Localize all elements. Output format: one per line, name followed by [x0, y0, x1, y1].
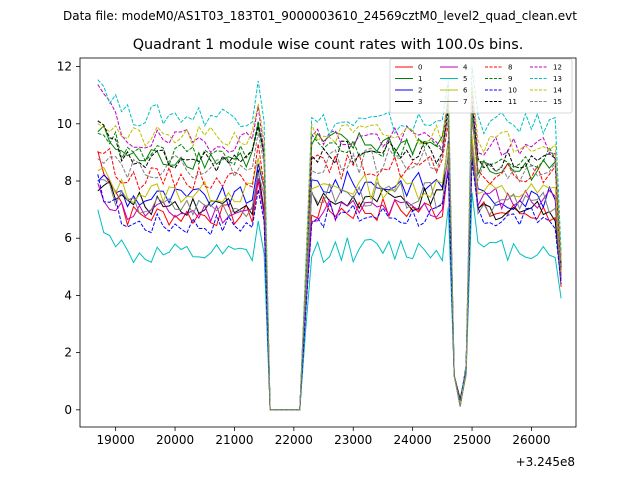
x-offset-label: +3.245e8	[516, 455, 575, 469]
x-tick-label: 21000	[215, 433, 253, 447]
legend-label-8: 8	[508, 64, 512, 72]
y-tick-label: 12	[57, 60, 72, 74]
series-line-11	[97, 103, 562, 411]
series-line-14	[97, 83, 562, 411]
series-line-1	[97, 100, 562, 411]
chart-title: Quadrant 1 module wise count rates with …	[133, 37, 524, 53]
legend-label-15: 15	[553, 98, 562, 106]
chart-suptitle: Data file: modeM0/AS1T03_183T01_90000036…	[63, 9, 577, 23]
x-tick-label: 19000	[97, 433, 135, 447]
y-tick-label: 10	[57, 117, 72, 131]
y-tick-label: 2	[64, 346, 72, 360]
legend-label-6: 6	[463, 87, 468, 95]
series-line-10	[97, 160, 562, 411]
legend-label-7: 7	[463, 98, 467, 106]
series-line-13	[97, 66, 562, 411]
series-line-9	[97, 100, 562, 411]
series-line-0	[97, 150, 562, 411]
x-tick-label: 20000	[156, 433, 194, 447]
x-tick-label: 22000	[275, 433, 313, 447]
legend-label-0: 0	[418, 64, 422, 72]
series-line-7	[97, 146, 562, 411]
series-line-15	[97, 115, 562, 411]
legend-label-2: 2	[418, 87, 422, 95]
legend-label-4: 4	[463, 64, 468, 72]
x-tick-label: 25000	[453, 433, 491, 447]
legend-label-12: 12	[553, 64, 562, 72]
series-line-5	[97, 192, 562, 411]
legend-label-14: 14	[553, 87, 562, 95]
legend-label-11: 11	[508, 98, 517, 106]
legend-label-5: 5	[463, 75, 467, 83]
x-tick-label: 23000	[334, 433, 372, 447]
x-tick-label: 26000	[512, 433, 550, 447]
series-line-8	[97, 118, 562, 411]
y-tick-label: 8	[64, 174, 72, 188]
legend-label-3: 3	[418, 98, 422, 106]
axes: 19000 20000 21000 22000 23000 24000 25000 26000…	[57, 57, 577, 447]
legend-label-10: 10	[508, 87, 517, 95]
series-line-4	[97, 140, 562, 411]
y-tick-label: 4	[64, 288, 72, 302]
legend-label-13: 13	[553, 75, 562, 83]
y-tick-label: 6	[64, 231, 72, 245]
series-lines	[97, 66, 562, 411]
series-line-2	[97, 140, 562, 411]
x-tick-label: 24000	[394, 433, 432, 447]
y-tick-label: 0	[64, 403, 72, 417]
legend-box	[389, 58, 573, 114]
legend-label-9: 9	[508, 75, 512, 83]
series-line-6	[97, 135, 562, 411]
series-line-12	[97, 84, 562, 411]
plot-frame	[79, 57, 577, 428]
legend-label-1: 1	[418, 75, 422, 83]
